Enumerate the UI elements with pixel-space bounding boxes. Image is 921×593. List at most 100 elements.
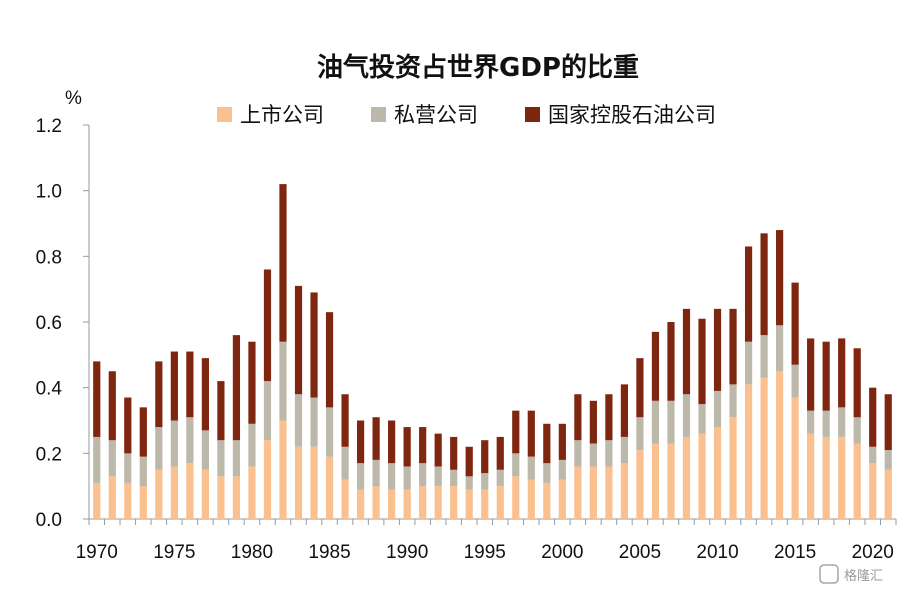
x-tick-label: 1990 [386,542,428,563]
bar-segment-national-oil-companies-1983 [294,285,303,395]
bar-segment-national-oil-companies-1995 [481,440,489,474]
bar-segment-private-companies-2020 [869,446,877,464]
bar-segment-private-companies-2015 [791,364,799,398]
bar-segment-private-companies-1980 [248,423,256,467]
bars-group [93,184,892,519]
bar-segment-national-oil-companies-2007 [667,322,675,401]
bar-segment-national-oil-companies-2019 [853,348,861,418]
legend-swatch-listed-companies [217,107,232,122]
bar-segment-private-companies-1976 [186,417,194,464]
legend-swatch-national-oil-companies [525,107,540,122]
bar-segment-private-companies-1982 [279,341,287,421]
x-tick-label: 1975 [153,542,195,563]
bar-segment-private-companies-1988 [372,459,380,487]
bar-segment-listed-companies-1979 [232,476,241,519]
bar-segment-listed-companies-1997 [512,476,520,519]
bar-segment-national-oil-companies-2017 [822,341,830,411]
bar-segment-national-oil-companies-2006 [651,331,660,401]
bar-segment-private-companies-2008 [682,394,691,437]
bar-segment-private-companies-1990 [403,466,411,490]
bar-segment-national-oil-companies-2005 [636,358,644,418]
bar-segment-national-oil-companies-2001 [574,394,582,441]
bar-segment-listed-companies-1977 [201,469,209,519]
x-tick-label: 2015 [774,542,816,563]
bar-segment-listed-companies-2005 [636,450,644,519]
bar-segment-national-oil-companies-1998 [527,410,535,457]
bar-segment-national-oil-companies-1997 [512,410,520,454]
bar-segment-private-companies-1975 [170,420,178,467]
x-tick-label: 2010 [696,542,738,563]
bar-segment-private-companies-1977 [201,430,209,470]
x-tick-label: 1985 [308,542,350,563]
y-tick-label: 0.0 [36,510,62,531]
bar-segment-private-companies-1996 [496,469,504,487]
bar-segment-listed-companies-2012 [744,384,753,519]
bar-segment-private-companies-1978 [217,440,225,477]
bar-segment-listed-companies-2014 [776,371,784,519]
bar-segment-private-companies-1974 [155,427,163,470]
x-tick-label: 2000 [541,542,583,563]
bar-segment-listed-companies-1981 [263,440,272,519]
bar-segment-listed-companies-1996 [496,486,504,519]
bar-segment-listed-companies-2019 [853,443,861,519]
bar-segment-listed-companies-1972 [124,482,132,519]
bar-segment-national-oil-companies-1984 [310,292,318,398]
bar-segment-national-oil-companies-1987 [356,420,365,464]
bar-segment-private-companies-2002 [589,443,597,467]
watermark-logo-icon [819,564,839,584]
bar-segment-private-companies-1983 [294,394,303,447]
bar-segment-national-oil-companies-1991 [419,427,427,464]
bar-segment-private-companies-1979 [232,440,241,477]
bar-segment-listed-companies-1993 [450,486,458,519]
bar-segment-national-oil-companies-2000 [558,423,566,460]
bar-segment-national-oil-companies-1990 [403,427,411,467]
bar-segment-private-companies-2006 [651,400,660,444]
bar-segment-private-companies-1986 [341,446,349,480]
bar-segment-private-companies-1985 [325,407,334,457]
bar-segment-listed-companies-2020 [869,463,877,519]
bar-segment-private-companies-1991 [419,463,427,487]
bar-segment-listed-companies-1982 [279,420,287,519]
legend-label-national-oil-companies: 国家控股石油公司 [548,103,716,127]
bar-segment-national-oil-companies-1980 [248,341,256,424]
x-tick-label: 1995 [464,542,506,563]
legend-label-listed-companies: 上市公司 [240,103,324,127]
x-axis: 1970 1975 1980 1985 1990 1995 2000 2005 2010 2015… [76,518,897,563]
bar-segment-national-oil-companies-1986 [341,394,349,447]
y-tick-label: 0.8 [36,247,62,268]
legend-label-private-companies: 私营公司 [394,103,478,127]
bar-segment-private-companies-1970 [93,436,101,483]
bar-segment-private-companies-1989 [388,463,396,490]
bar-segment-national-oil-companies-2003 [605,394,613,441]
bar-segment-listed-companies-2001 [574,466,582,519]
bar-segment-private-companies-1994 [465,476,473,490]
bar-segment-listed-companies-2006 [651,443,660,519]
bar-segment-listed-companies-1978 [217,476,225,519]
bar-segment-national-oil-companies-1981 [263,269,272,382]
bar-segment-national-oil-companies-2011 [729,308,737,385]
x-tick-label: 1980 [231,542,273,563]
bar-segment-listed-companies-1971 [108,476,116,519]
bar-segment-private-companies-2010 [713,390,722,428]
bar-segment-national-oil-companies-2014 [776,230,784,326]
watermark-text: 格隆汇 [844,568,883,584]
bar-segment-national-oil-companies-2010 [713,308,722,391]
bar-segment-private-companies-2018 [838,407,846,437]
bar-segment-private-companies-2019 [853,417,861,444]
bar-segment-listed-companies-2008 [682,436,691,519]
bar-segment-listed-companies-1992 [434,486,442,519]
bar-segment-national-oil-companies-1976 [186,351,194,418]
bar-segment-national-oil-companies-2016 [807,338,815,411]
y-tick-label: 0.2 [36,444,62,465]
chart-legend: 上市公司 私营公司 国家控股石油公司 [217,103,716,127]
bar-segment-national-oil-companies-1992 [434,433,442,467]
bar-segment-national-oil-companies-2004 [620,384,629,437]
bar-segment-listed-companies-2018 [838,436,846,519]
bar-segment-national-oil-companies-1973 [139,407,147,457]
bar-segment-private-companies-2007 [667,400,675,444]
x-tick-label: 1970 [76,542,118,563]
bar-segment-national-oil-companies-1970 [93,361,101,437]
bar-segment-national-oil-companies-1993 [450,436,458,470]
bar-segment-national-oil-companies-2020 [869,387,877,447]
